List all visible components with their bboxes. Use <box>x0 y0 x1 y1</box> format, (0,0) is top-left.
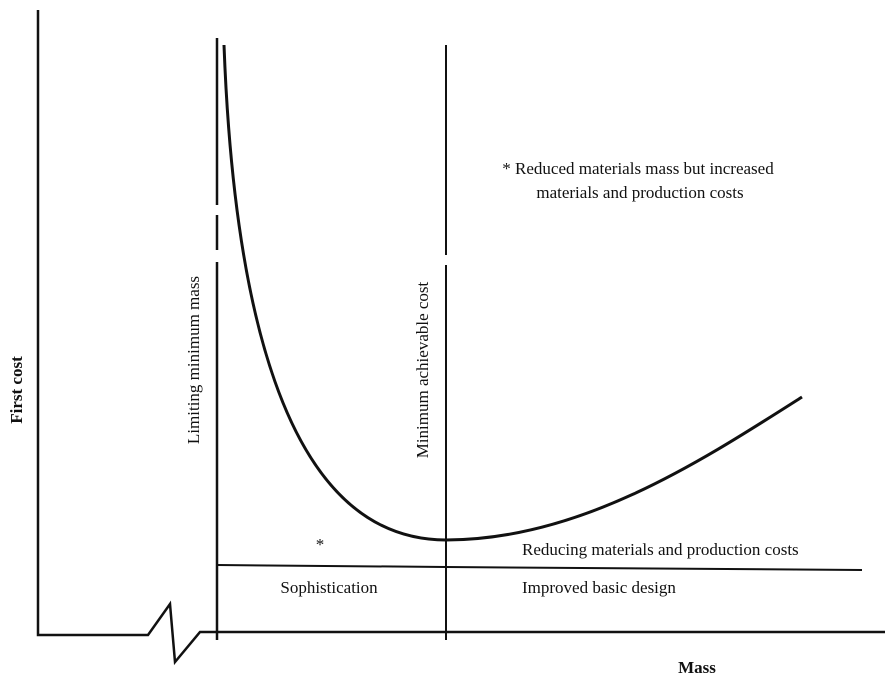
star: * <box>316 535 325 554</box>
annotation: Sophistication <box>280 578 378 597</box>
y-axis-label: First cost <box>7 356 26 424</box>
note-line: materials and production costs <box>536 183 743 202</box>
right-line-label: Minimum achievable cost <box>413 281 432 458</box>
left-line-label: Limiting minimum mass <box>184 276 203 444</box>
annotation: Improved basic design <box>522 578 676 597</box>
design-line <box>216 564 863 571</box>
annotation: Reducing materials and production costs <box>522 540 799 559</box>
axes <box>36 10 885 666</box>
note-line: * Reduced materials mass but increased <box>502 159 774 178</box>
cost-curve <box>222 44 803 542</box>
x-axis-label: Mass <box>678 658 716 677</box>
